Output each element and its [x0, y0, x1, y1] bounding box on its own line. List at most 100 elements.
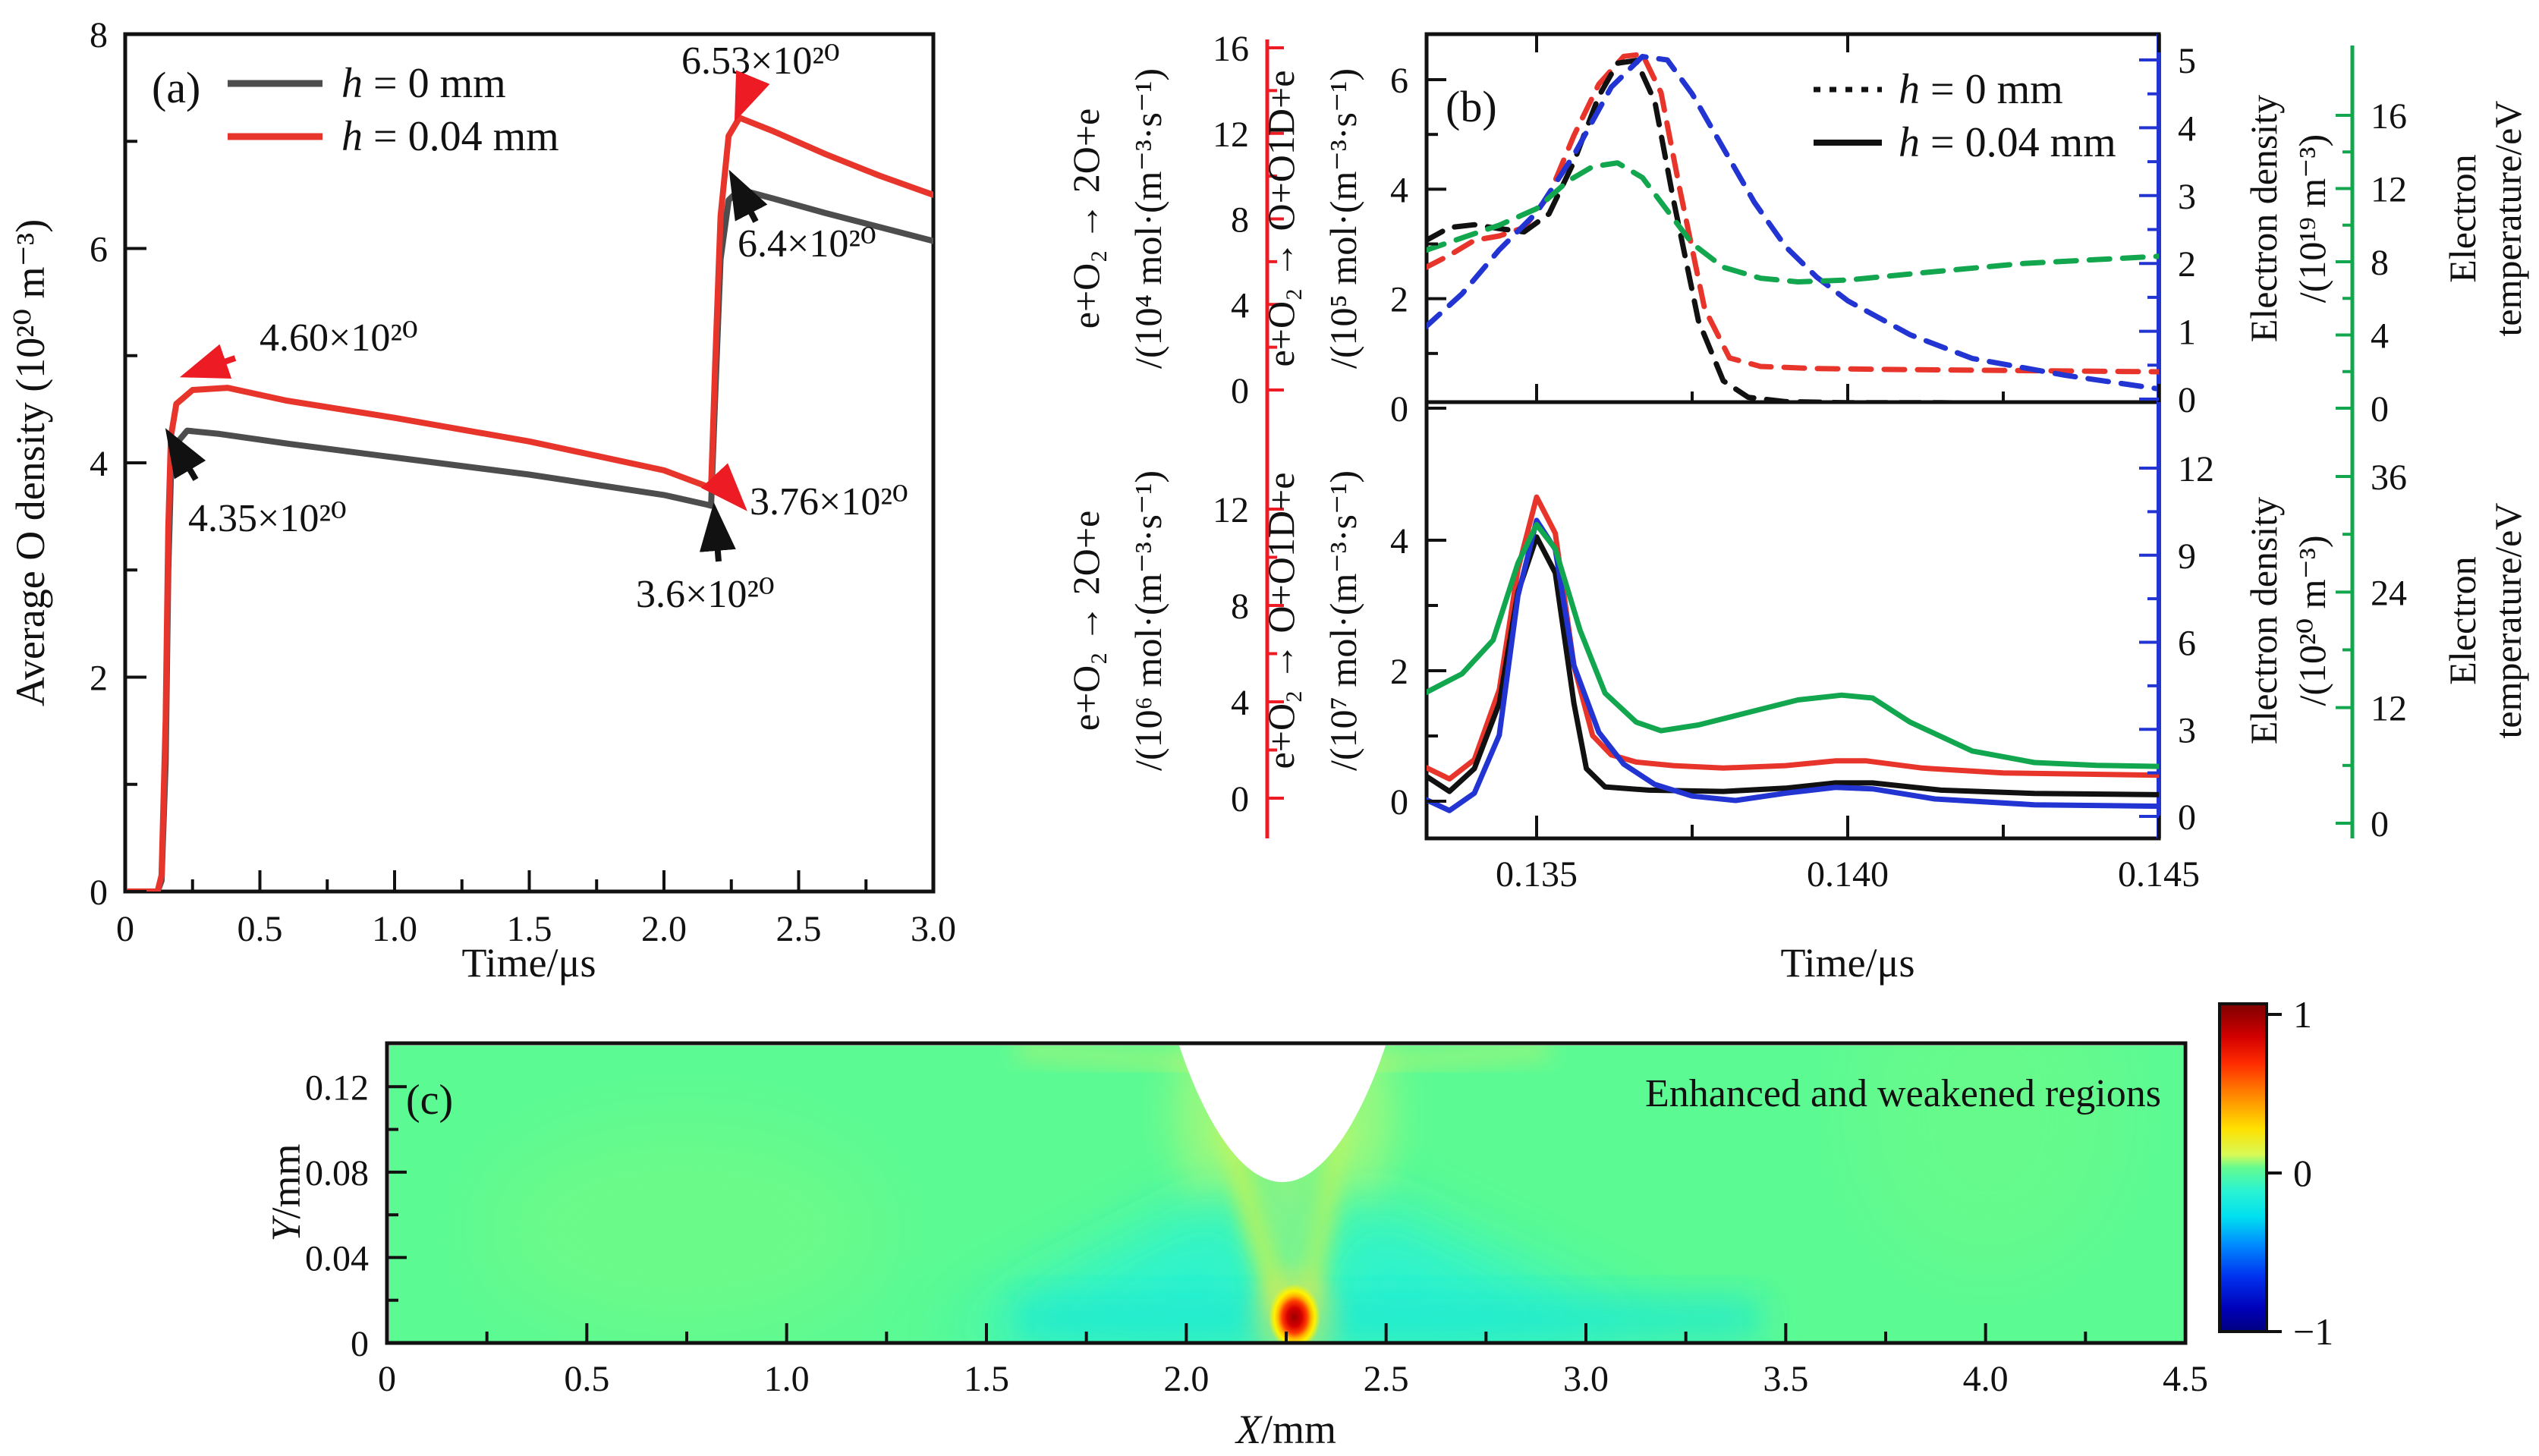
panel-a: 0 0.5 1.0 1.5 2.0 2.5 3.0 0 2 4 6 8 (a) h = 0 mm h …: [8, 15, 956, 986]
bb-red-axis-label-reaction: e+O₂ → 2O+e: [1065, 511, 1107, 731]
svg-text:0: 0: [1231, 371, 1249, 411]
panel-a-frame: [123, 32, 936, 894]
svg-text:36: 36: [2371, 458, 2407, 498]
svg-text:0: 0: [378, 1359, 396, 1399]
svg-text:1: 1: [2293, 993, 2312, 1036]
svg-text:5: 5: [2178, 41, 2196, 81]
annotation-36: 3.6×10²⁰: [636, 573, 775, 616]
panel-a-ylabel: Average O density (10²⁰ m⁻³): [8, 219, 53, 706]
legend-label-b-h0: h = 0 mm: [1899, 66, 2063, 113]
bb-red-axis-label-units: /(10⁶ mol·(m⁻³·s⁻¹): [1127, 470, 1169, 771]
annotation-653-arrow: [734, 70, 770, 122]
panel-a-label: (a): [152, 63, 200, 112]
svg-text:0: 0: [2178, 380, 2196, 420]
svg-text:2: 2: [1390, 652, 1408, 692]
annotation-653: 6.53×10²⁰: [681, 39, 840, 83]
svg-text:1.5: 1.5: [507, 909, 552, 949]
svg-text:8: 8: [2371, 243, 2389, 283]
svg-text:12: 12: [2371, 689, 2407, 729]
svg-text:8: 8: [1231, 200, 1249, 241]
svg-text:4: 4: [90, 444, 108, 484]
svg-text:0.12: 0.12: [305, 1068, 369, 1108]
svg-text:0.5: 0.5: [564, 1359, 609, 1399]
svg-text:12: 12: [2371, 170, 2407, 210]
svg-text:1: 1: [2178, 313, 2196, 353]
svg-text:2.5: 2.5: [776, 909, 822, 949]
bt-black-axis-label-reaction: e+O₂ → O+O1D+e: [1260, 71, 1302, 367]
annotation-435: 4.35×10²⁰: [188, 497, 347, 540]
svg-text:0: 0: [90, 873, 108, 913]
panel-b-xlabel: Time/μs: [1780, 940, 1914, 986]
bb-green-axis-units: temperature/eV: [2487, 503, 2529, 739]
panel-b-label: (b): [1446, 82, 1497, 131]
svg-text:3: 3: [2178, 177, 2196, 217]
svg-text:4: 4: [1231, 285, 1249, 325]
bb-black-axis-label-reaction: e+O₂ → O+O1D+e: [1260, 473, 1302, 769]
bt-blue-axis-units: /(10¹⁹ m⁻³): [2291, 134, 2333, 303]
panel-a-ticks: 0 0.5 1.0 1.5 2.0 2.5 3.0 0 2 4 6 8: [90, 15, 956, 949]
bb-blue-axis-units: /(10²⁰ m⁻³): [2291, 536, 2333, 706]
svg-text:24: 24: [2371, 573, 2407, 613]
svg-text:12: 12: [1213, 115, 1249, 155]
annotation-460-arrow: [179, 344, 237, 379]
svg-text:0: 0: [1390, 389, 1408, 429]
svg-text:0: 0: [2293, 1152, 2312, 1194]
annotation-64-arrow: [728, 169, 768, 223]
bt-black-axis-label-units: /(10⁵ mol·(m⁻³·s⁻¹): [1322, 68, 1364, 369]
svg-text:3: 3: [2178, 710, 2196, 750]
svg-text:6: 6: [90, 230, 108, 270]
bt-blue-axis-label: Electron density: [2242, 95, 2285, 342]
svg-text:4: 4: [1390, 521, 1408, 561]
panel-b-bottom-series: [1427, 494, 2159, 813]
annotation-376: 3.76×10²⁰: [750, 480, 908, 524]
svg-text:2: 2: [1390, 280, 1408, 320]
svg-text:4: 4: [2371, 316, 2389, 357]
faint-glow-left: [486, 1123, 880, 1335]
annotation-460: 4.60×10²⁰: [260, 316, 418, 360]
svg-text:2: 2: [2178, 244, 2196, 285]
bb-black-axis-label-units: /(10⁷ mol·(m⁻³·s⁻¹): [1322, 470, 1364, 771]
bt-red-axis-label-units: /(10⁴ mol·(m⁻³·s⁻¹): [1127, 68, 1169, 369]
weakened-band-bottom: [1017, 1299, 1760, 1338]
svg-text:12: 12: [2178, 449, 2214, 489]
bt-red-axis-label-reaction: e+O₂ → 2O+e: [1065, 108, 1107, 329]
svg-text:2.0: 2.0: [641, 909, 687, 949]
svg-text:4.0: 4.0: [1963, 1359, 2009, 1399]
svg-text:2.0: 2.0: [1163, 1359, 1209, 1399]
svg-text:−1: −1: [2293, 1310, 2333, 1353]
svg-text:0.135: 0.135: [1496, 854, 1578, 895]
svg-text:1.0: 1.0: [372, 909, 417, 949]
svg-text:3.0: 3.0: [1563, 1359, 1609, 1399]
panel-c-label: (c): [406, 1077, 453, 1124]
svg-text:2: 2: [90, 659, 108, 699]
svg-text:0: 0: [2371, 389, 2389, 429]
svg-text:0.08: 0.08: [305, 1153, 369, 1193]
svg-text:6: 6: [2178, 624, 2196, 664]
svg-text:16: 16: [1213, 29, 1249, 69]
panel-a-xlabel: Time/μs: [461, 940, 596, 986]
panel-c-xlabel: X/mm: [1235, 1407, 1336, 1452]
panel-b-ticks: 0.135 0.140 0.1450481216024601234504812160…: [1213, 29, 2407, 895]
svg-text:0: 0: [351, 1324, 369, 1364]
panel-b: 0.135 0.140 0.1450481216024601234504812160…: [1065, 29, 2529, 986]
colorbar: [2218, 1002, 2268, 1333]
panel-c-ylabel: Y/mm: [263, 1143, 309, 1241]
panel-b-top-series: [1427, 52, 2159, 402]
svg-text:4.5: 4.5: [2163, 1359, 2208, 1399]
colorbar-ticks: 1 0 −1: [2267, 993, 2333, 1353]
enhanced-streak-upper-left: [1015, 1046, 1204, 1074]
svg-text:16: 16: [2371, 96, 2407, 137]
enhanced-streak-upper-right: [1363, 1046, 1551, 1074]
legend-label-h004: h = 0.04 mm: [341, 113, 559, 160]
svg-text:3.0: 3.0: [911, 909, 956, 949]
svg-text:4: 4: [1231, 683, 1249, 723]
bt-green-axis-label: Electron: [2441, 154, 2484, 282]
svg-text:1.5: 1.5: [964, 1359, 1009, 1399]
annotation-64: 6.4×10²⁰: [738, 222, 876, 266]
bt-green-axis-units: temperature/eV: [2487, 101, 2529, 337]
electrode-white-region: [1179, 1046, 1386, 1182]
svg-text:0: 0: [2178, 797, 2196, 838]
svg-text:0.5: 0.5: [238, 909, 283, 949]
svg-text:9: 9: [2178, 536, 2196, 577]
